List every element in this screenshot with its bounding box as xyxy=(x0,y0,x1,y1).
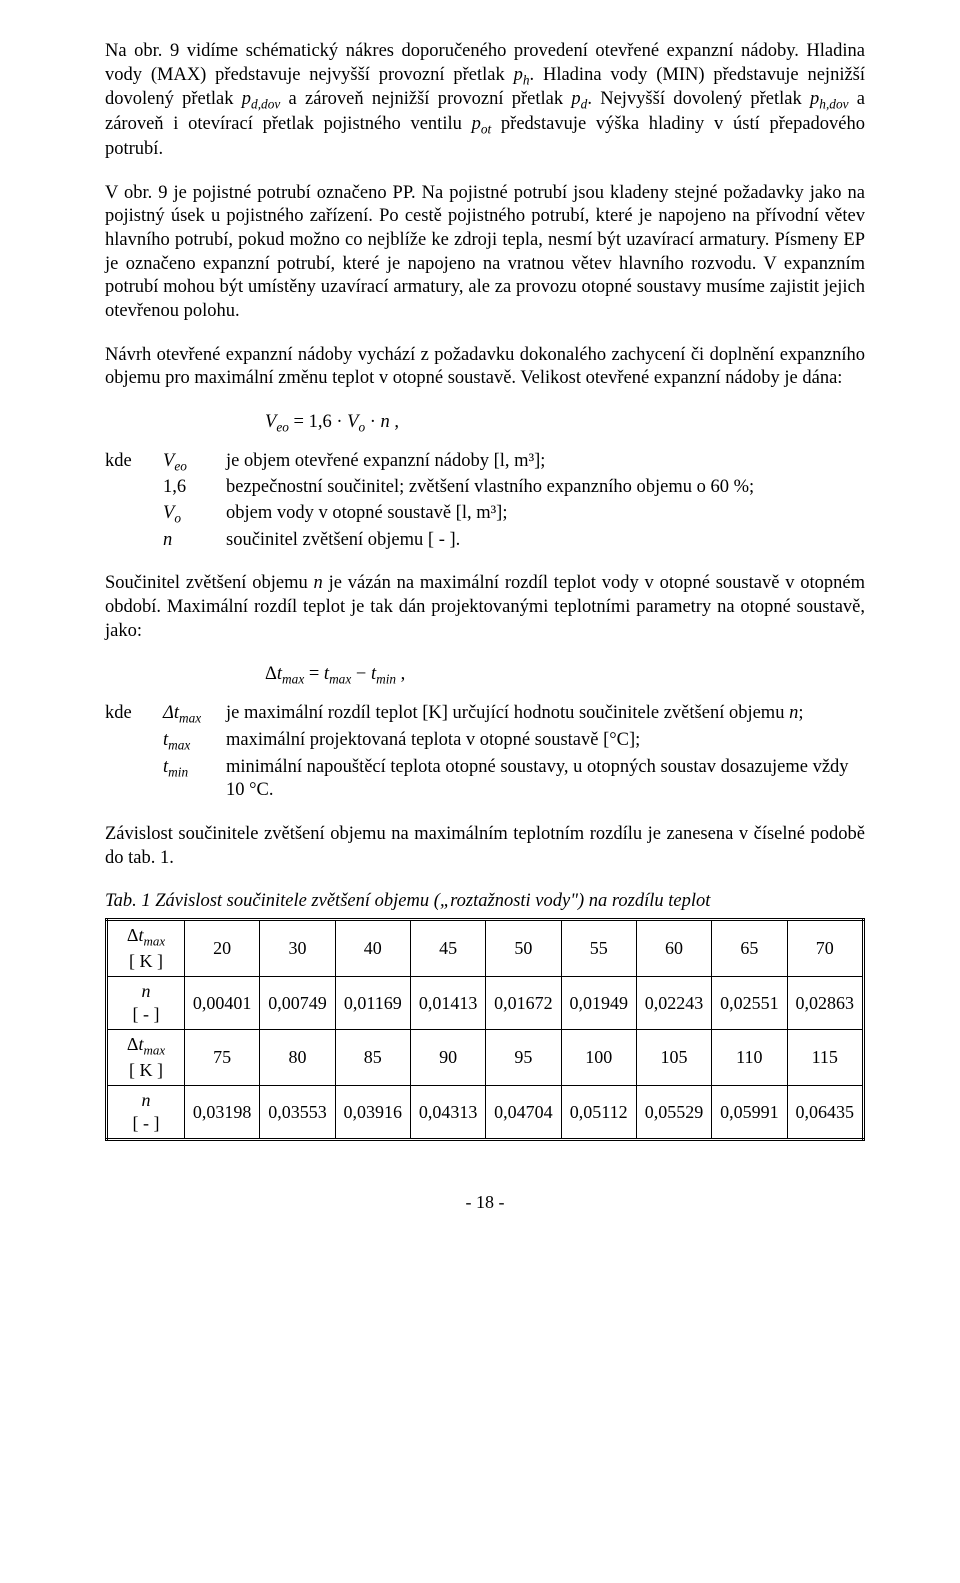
paragraph-5: Závislost součinitele zvětšení objemu na… xyxy=(105,823,865,870)
def-symbol: 1,6 xyxy=(163,476,218,500)
def-symbol: Veo xyxy=(163,450,218,475)
def-text: bezpečnostní součinitel; zvětšení vlastn… xyxy=(226,476,865,500)
kde-label: kde xyxy=(105,702,155,727)
formula-dtmax: Δtmax = tmax − tmin , xyxy=(105,663,865,688)
table-rowhead-n: n[ - ] xyxy=(107,977,185,1030)
page-number: - 18 - xyxy=(105,1191,865,1214)
table-row: n[ - ] 0,00401 0,00749 0,01169 0,01413 0… xyxy=(107,977,864,1030)
def-symbol: n xyxy=(163,529,218,553)
table-cell: 0,00749 xyxy=(260,977,335,1030)
table-cell: 0,01169 xyxy=(335,977,410,1030)
table-rowhead-n: n[ - ] xyxy=(107,1086,185,1140)
table-cell: 0,03553 xyxy=(260,1086,335,1140)
def-text: objem vody v otopné soustavě [l, m³]; xyxy=(226,502,865,527)
table-cell: 100 xyxy=(561,1030,636,1086)
paragraph-2: V obr. 9 je pojistné potrubí označeno PP… xyxy=(105,182,865,324)
table-row: Δtmax[ K ] 75 80 85 90 95 100 105 110 11… xyxy=(107,1030,864,1086)
table-rowhead-dt: Δtmax[ K ] xyxy=(107,919,185,976)
table-cell: 50 xyxy=(486,919,561,976)
table-cell: 0,02551 xyxy=(712,977,787,1030)
table-cell: 0,03198 xyxy=(185,1086,260,1140)
def-symbol: Vo xyxy=(163,502,218,527)
table-cell: 0,02243 xyxy=(636,977,711,1030)
table-caption: Tab. 1 Závislost součinitele zvětšení ob… xyxy=(105,890,865,914)
table-cell: 65 xyxy=(712,919,787,976)
table-cell: 0,05529 xyxy=(636,1086,711,1140)
table-cell: 115 xyxy=(787,1030,864,1086)
table-cell: 80 xyxy=(260,1030,335,1086)
table-cell: 0,04704 xyxy=(486,1086,561,1140)
formula-veo: Veo = 1,6 · Vo · n , xyxy=(105,411,865,436)
definition-list-1: kde Veo je objem otevřené expanzní nádob… xyxy=(105,450,865,553)
page: Na obr. 9 vidíme schématický nákres dopo… xyxy=(0,0,960,1254)
table-cell: 0,03916 xyxy=(335,1086,410,1140)
def-text: maximální projektovaná teplota v otopné … xyxy=(226,729,865,754)
paragraph-1: Na obr. 9 vidíme schématický nákres dopo… xyxy=(105,40,865,162)
table-cell: 0,02863 xyxy=(787,977,864,1030)
table-cell: 70 xyxy=(787,919,864,976)
table-cell: 45 xyxy=(410,919,485,976)
table-cell: 105 xyxy=(636,1030,711,1086)
table-cell: 20 xyxy=(185,919,260,976)
paragraph-3: Návrh otevřené expanzní nádoby vychází z… xyxy=(105,344,865,391)
def-text: je objem otevřené expanzní nádoby [l, m³… xyxy=(226,450,865,475)
table-cell: 0,01949 xyxy=(561,977,636,1030)
def-text: je maximální rozdíl teplot [K] určující … xyxy=(226,702,865,727)
table-cell: 0,04313 xyxy=(410,1086,485,1140)
table-cell: 30 xyxy=(260,919,335,976)
table-cell: 95 xyxy=(486,1030,561,1086)
table-cell: 40 xyxy=(335,919,410,976)
def-symbol: tmax xyxy=(163,729,218,754)
table-cell: 75 xyxy=(185,1030,260,1086)
table-cell: 60 xyxy=(636,919,711,976)
def-text: minimální napouštěcí teplota otopné sous… xyxy=(226,756,865,803)
table-cell: 55 xyxy=(561,919,636,976)
kde-label: kde xyxy=(105,450,155,475)
table-cell: 0,00401 xyxy=(185,977,260,1030)
table-cell: 0,01413 xyxy=(410,977,485,1030)
table-cell: 90 xyxy=(410,1030,485,1086)
def-text: součinitel zvětšení objemu [ - ]. xyxy=(226,529,865,553)
table-cell: 110 xyxy=(712,1030,787,1086)
table-cell: 0,01672 xyxy=(486,977,561,1030)
def-symbol: Δtmax xyxy=(163,702,218,727)
paragraph-4: Součinitel zvětšení objemu n je vázán na… xyxy=(105,572,865,643)
table-row: Δtmax[ K ] 20 30 40 45 50 55 60 65 70 xyxy=(107,919,864,976)
table-cell: 0,05991 xyxy=(712,1086,787,1140)
table-cell: 85 xyxy=(335,1030,410,1086)
table-cell: 0,06435 xyxy=(787,1086,864,1140)
def-symbol: tmin xyxy=(163,756,218,803)
definition-list-2: kde Δtmax je maximální rozdíl teplot [K]… xyxy=(105,702,865,803)
table-cell: 0,05112 xyxy=(561,1086,636,1140)
data-table: Δtmax[ K ] 20 30 40 45 50 55 60 65 70 n[… xyxy=(105,918,865,1142)
table-rowhead-dt: Δtmax[ K ] xyxy=(107,1030,185,1086)
table-row: n[ - ] 0,03198 0,03553 0,03916 0,04313 0… xyxy=(107,1086,864,1140)
